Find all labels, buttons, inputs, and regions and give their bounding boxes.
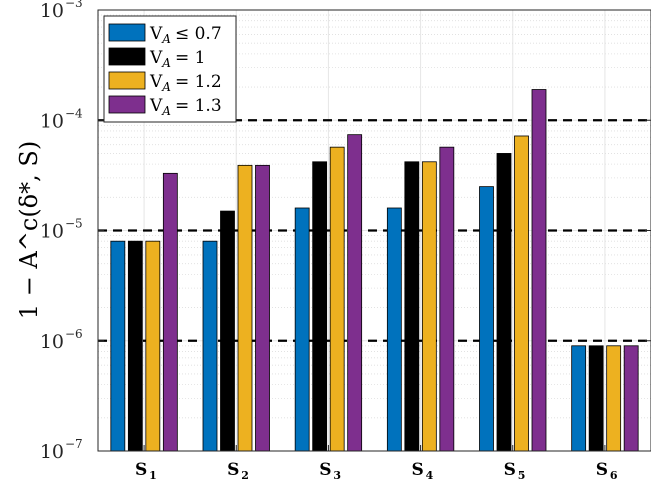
legend-label-subscript: A: [161, 80, 171, 94]
bar: [571, 345, 587, 452]
y-tick-exponent: −7: [65, 437, 83, 451]
bar: [255, 164, 270, 452]
legend-label-relation: = 1.2: [175, 72, 222, 92]
legend-swatch: [108, 23, 146, 42]
y-axis-label: 1 − A^c(δ*, S): [15, 141, 43, 319]
legend-label-relation: = 1.3: [175, 96, 222, 116]
legend-label-subscript: A: [161, 56, 171, 70]
legend-swatch: [108, 71, 146, 90]
bar: [623, 345, 639, 452]
bar: [588, 345, 604, 452]
legend-label: VA = 1.2: [149, 72, 222, 94]
bar: [439, 146, 455, 452]
x-tick-label: S: [227, 460, 239, 479]
bar: [514, 135, 529, 452]
bar: [386, 207, 402, 452]
y-tick-label: 10: [40, 331, 64, 353]
x-tick-label-subscript: 5: [518, 469, 526, 479]
bar: [110, 240, 126, 452]
y-tick-label: 10: [40, 441, 64, 463]
bar: [312, 161, 328, 452]
y-tick-label: 10: [40, 221, 64, 243]
y-tick-exponent: −5: [65, 217, 83, 231]
bar: [347, 134, 363, 452]
bar: [329, 146, 345, 452]
bar: [496, 153, 512, 452]
legend-label-subscript: A: [161, 32, 171, 46]
bar: [220, 210, 235, 452]
bar: [202, 240, 218, 452]
x-tick-label-subscript: 2: [241, 469, 249, 479]
bar: [606, 345, 622, 452]
y-tick-label: 10: [40, 0, 64, 22]
x-tick-label: S: [411, 460, 423, 479]
legend: VA ≤ 0.7VA = 1VA = 1.2VA = 1.3: [103, 15, 237, 123]
grid: [98, 10, 651, 452]
legend-label: VA ≤ 0.7: [149, 24, 222, 46]
x-tick-label-subscript: 4: [426, 469, 434, 479]
y-axis-ticks: 10−710−610−510−410−3: [40, 0, 651, 463]
bar: [294, 207, 310, 452]
legend-label-subscript: A: [161, 104, 171, 118]
x-tick-label: S: [504, 460, 516, 479]
bar: [162, 172, 178, 452]
bar: [479, 186, 494, 452]
x-tick-label-subscript: 3: [333, 469, 341, 479]
y-tick-exponent: −4: [65, 106, 83, 120]
bar: [237, 164, 253, 452]
bar: [404, 161, 420, 452]
legend-swatch: [108, 95, 146, 114]
legend-label: VA = 1.3: [149, 96, 222, 118]
bar: [145, 240, 161, 452]
y-tick-label: 10: [40, 110, 64, 132]
bars: [110, 89, 639, 452]
x-tick-label: S: [135, 460, 147, 479]
y-tick-exponent: −3: [65, 0, 83, 10]
bar: [127, 240, 143, 452]
legend-label: VA = 1: [149, 48, 205, 70]
legend-label-relation: ≤ 0.7: [175, 24, 222, 44]
x-tick-label-subscript: 1: [149, 469, 157, 479]
x-tick-label: S: [319, 460, 331, 479]
legend-swatch: [108, 47, 146, 66]
bar: [421, 161, 437, 452]
x-tick-label-subscript: 6: [610, 469, 618, 479]
x-tick-label: S: [596, 460, 608, 479]
y-tick-exponent: −6: [65, 327, 83, 341]
legend-label-relation: = 1: [175, 48, 205, 68]
bar: [531, 89, 547, 452]
